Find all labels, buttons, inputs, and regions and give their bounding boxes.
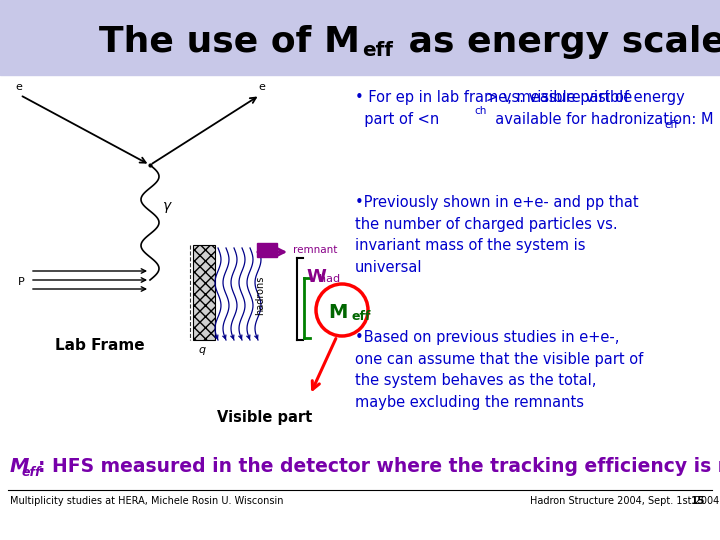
Text: eff: eff [362, 40, 393, 59]
Text: Multiplicity studies at HERA, Michele Rosin U. Wisconsin: Multiplicity studies at HERA, Michele Ro… [10, 496, 284, 506]
Text: remnant: remnant [293, 245, 338, 255]
Text: Lab Frame: Lab Frame [55, 338, 145, 353]
Text: had: had [319, 274, 340, 284]
Text: eff: eff [22, 465, 42, 478]
Text: M: M [10, 457, 30, 476]
Text: P: P [18, 277, 24, 287]
Text: as energy scale: as energy scale [396, 25, 720, 59]
Bar [0, 75, 720, 490]
Text: The use of M: The use of M [99, 25, 360, 59]
Text: M: M [328, 302, 348, 321]
Text: eff: eff [664, 120, 678, 130]
Text: • For ep in lab frame, measure visible
  part of <n: • For ep in lab frame, measure visible p… [355, 90, 632, 126]
Text: e: e [15, 82, 22, 92]
Text: •Based on previous studies in e+e-,
one can assume that the visible part of
the : •Based on previous studies in e+e-, one … [355, 330, 643, 410]
Text: $\gamma$: $\gamma$ [162, 200, 173, 215]
Text: W: W [306, 268, 326, 286]
Text: : HFS measured in the detector where the tracking efficiency is maximized: : HFS measured in the detector where the… [38, 457, 720, 476]
Text: > vs. visible part of energy
  available for hadronization: M: > vs. visible part of energy available f… [486, 90, 714, 126]
Bar [257, 243, 277, 257]
Text: eff: eff [352, 310, 372, 323]
Circle shape [316, 284, 368, 336]
Bar [0, 0, 720, 75]
Text: Visible part: Visible part [217, 410, 312, 425]
Text: q: q [198, 345, 205, 355]
Text: 15: 15 [690, 496, 705, 506]
Text: •Previously shown in e+e- and pp that
the number of charged particles vs.
invari: •Previously shown in e+e- and pp that th… [355, 195, 639, 275]
Bar [193, 245, 215, 340]
Text: ch: ch [474, 106, 487, 116]
Text: hadrons: hadrons [255, 275, 265, 315]
Text: Hadron Structure 2004, Sept. 1st 2004: Hadron Structure 2004, Sept. 1st 2004 [530, 496, 719, 506]
Text: e: e [258, 82, 265, 92]
